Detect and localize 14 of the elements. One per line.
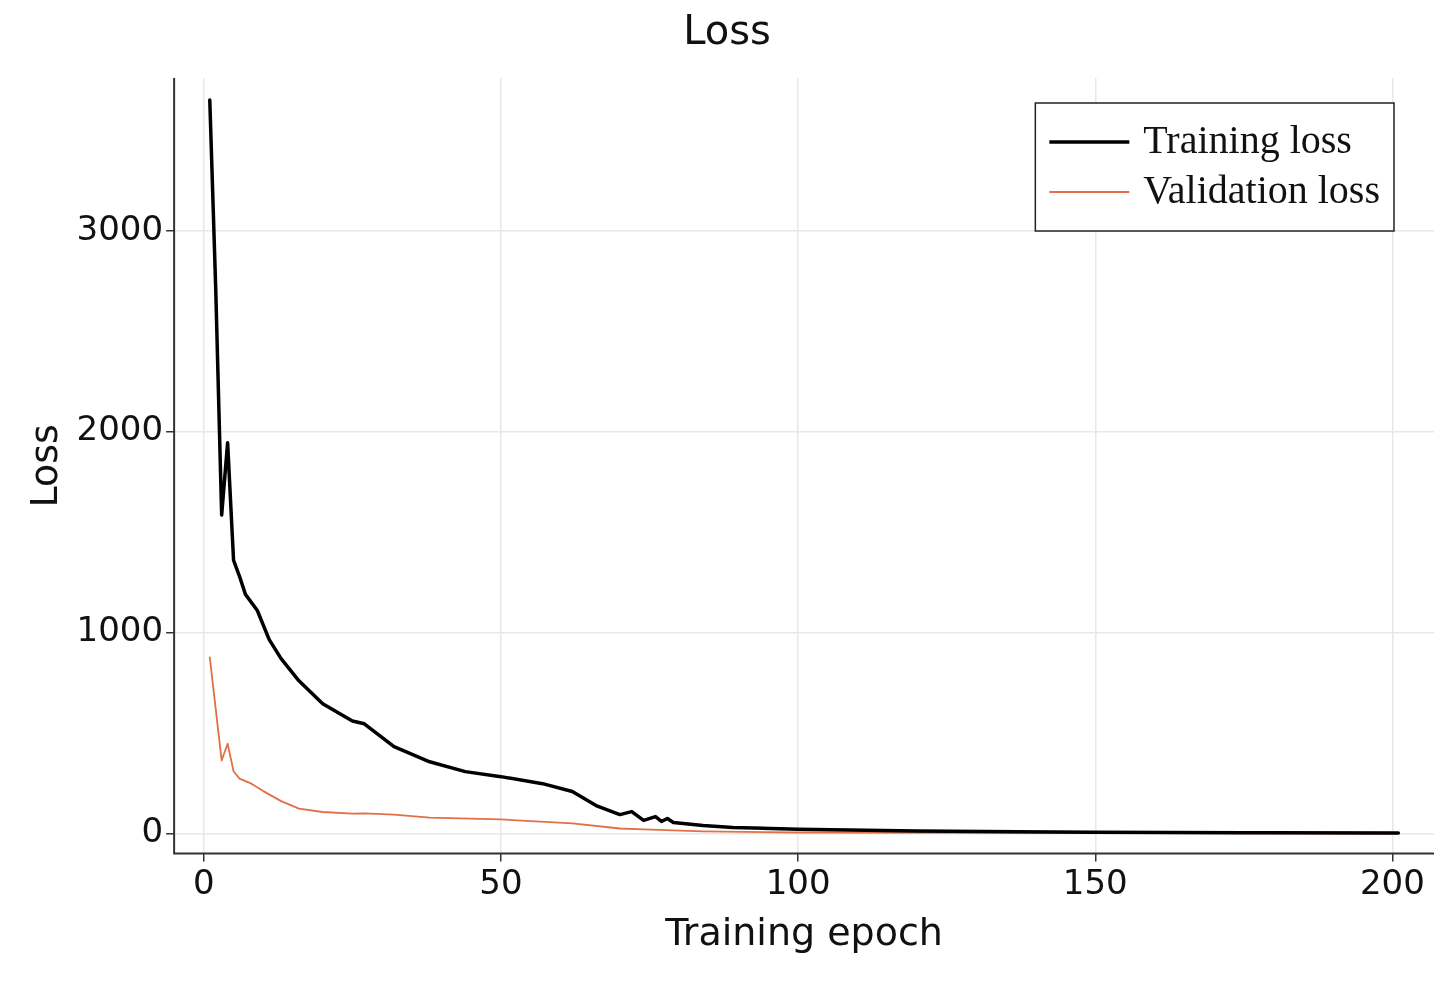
y-tick-label: 1000: [76, 609, 164, 650]
x-tick-label: 200: [1359, 861, 1425, 902]
y-tick-label: 2000: [76, 408, 164, 449]
chart-title: Loss: [683, 7, 771, 54]
x-tick-label: 50: [479, 861, 523, 902]
x-tick-label: 0: [193, 861, 215, 902]
legend-label: Training loss: [1143, 116, 1352, 162]
y-tick-label: 0: [141, 810, 164, 851]
x-tick-label: 150: [1062, 861, 1128, 902]
y-axis-title: Loss: [21, 424, 66, 508]
x-tick-label: 100: [765, 861, 831, 902]
y-tick-label: 3000: [76, 207, 164, 248]
legend-label: Validation loss: [1143, 166, 1381, 212]
x-axis-title: Training epoch: [664, 910, 943, 955]
